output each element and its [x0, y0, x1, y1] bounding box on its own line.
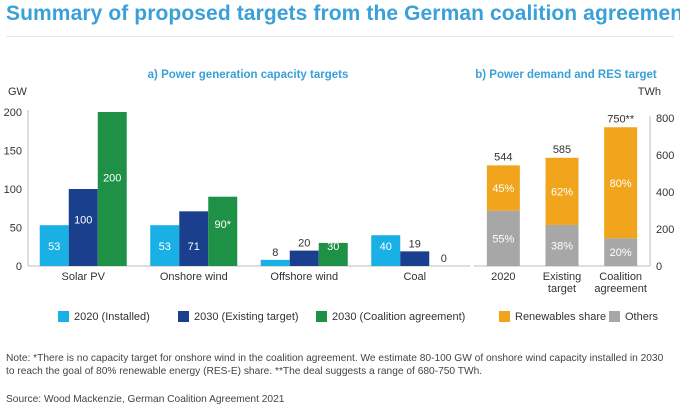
legend-label: 2020 (Installed)	[74, 311, 150, 323]
chart-a-bar	[179, 211, 209, 266]
chart-a-category-label: Onshore wind	[160, 271, 228, 283]
legend-swatch	[499, 311, 510, 322]
chart-a-y-tick: 50	[10, 223, 22, 235]
chart-a-y-tick: 150	[4, 146, 22, 158]
chart-a-data-label: 0	[441, 253, 447, 265]
chart-b-y-tick: 200	[656, 224, 674, 236]
chart-a-data-label: 30	[327, 241, 339, 253]
legend-swatch	[58, 311, 69, 322]
chart-a-y-tick: 200	[4, 107, 22, 119]
page-title: Summary of proposed targets from the Ger…	[6, 2, 680, 25]
chart-a-data-label: 40	[380, 241, 392, 253]
chart-b-category-label: Coalition agreement	[594, 271, 647, 295]
legend-swatch	[316, 311, 327, 322]
chart-b-ylabel: TWh	[638, 86, 661, 98]
chart-b-title: b) Power demand and RES target	[475, 69, 657, 81]
chart-a-bar	[318, 242, 348, 266]
chart-source: Source: Wood Mackenzie, German Coalition…	[6, 394, 285, 405]
chart-b-y-tick: 400	[656, 187, 674, 199]
chart-a-data-label: 8	[272, 247, 278, 259]
chart-a-category-label: Coal	[403, 271, 426, 283]
chart-a-ylabel: GW	[8, 86, 28, 98]
chart-b-total-label: 544	[494, 151, 512, 163]
chart-a-category-label: Solar PV	[62, 271, 106, 283]
chart-b-y-tick: 0	[656, 261, 662, 273]
chart-a-bar	[289, 250, 319, 266]
chart-b-total-label: 750**	[607, 113, 635, 125]
chart-b-bar-segment	[545, 157, 579, 225]
legend-swatch	[609, 311, 620, 322]
chart-a-data-label: 53	[159, 241, 171, 253]
chart-b-segment-label: 55%	[492, 233, 514, 245]
legend-label: 2030 (Existing target)	[194, 311, 299, 323]
chart-b-y-tick: 600	[656, 150, 674, 162]
chart-b-category-label: 2020	[491, 271, 515, 283]
charts-canvas: a) Power generation capacity targets b) …	[4, 69, 675, 323]
chart-a-y-tick: 0	[16, 261, 22, 273]
chart-b-bar-segment	[486, 165, 520, 211]
title-divider	[6, 36, 674, 37]
chart-b: 0 200 400 600 800 55% 45% 544 2020 38% 62% 585 Exist…	[474, 113, 674, 295]
chart-a-bar	[97, 112, 127, 266]
legend-swatch	[178, 311, 189, 322]
legend-label: 2030 (Coalition agreement)	[332, 311, 465, 323]
chart-a-data-label: 20	[298, 238, 310, 250]
chart-a-category-label: Offshore wind	[270, 271, 338, 283]
chart-a-bar	[39, 225, 69, 266]
chart-b-bar-segment	[604, 127, 638, 239]
chart-note: Note: *There is no capacity target for o…	[6, 353, 664, 377]
chart-a-bar	[208, 196, 238, 266]
chart-b-total-label: 585	[553, 144, 571, 156]
chart-b-segment-label: 38%	[551, 240, 573, 252]
chart-a-bar	[371, 235, 401, 266]
chart-a-data-label: 200	[103, 172, 121, 184]
chart-a-bar	[260, 259, 290, 266]
chart-a-bar	[400, 251, 430, 266]
chart-b-bar-segment	[545, 224, 579, 266]
chart-a-y-tick: 100	[4, 184, 22, 196]
chart-a-bar	[150, 225, 180, 266]
chart-b-segment-label: 80%	[610, 178, 632, 190]
chart-a-data-label: 90*	[214, 219, 231, 231]
chart-a-data-label: 19	[409, 238, 421, 250]
legend-label: Others	[625, 311, 659, 323]
chart-a-title: a) Power generation capacity targets	[148, 69, 349, 81]
chart-b-segment-label: 20%	[610, 247, 632, 259]
chart-a-data-label: 71	[188, 241, 200, 253]
chart-a-data-label: 100	[74, 215, 92, 227]
chart-b-bar-segment	[486, 210, 520, 266]
chart-a-data-label: 53	[48, 241, 60, 253]
chart-b-y-tick: 800	[656, 113, 674, 125]
chart-b-segment-label: 62%	[551, 186, 573, 198]
chart-b-category-label: Existing target	[543, 271, 582, 295]
chart-a-bar	[68, 189, 98, 266]
chart-b-segment-label: 45%	[492, 183, 514, 195]
chart-b-bar-segment	[604, 238, 638, 266]
legend-label: Renewables share	[515, 311, 606, 323]
legend: 2020 (Installed) 2030 (Existing target) 20…	[58, 311, 659, 323]
